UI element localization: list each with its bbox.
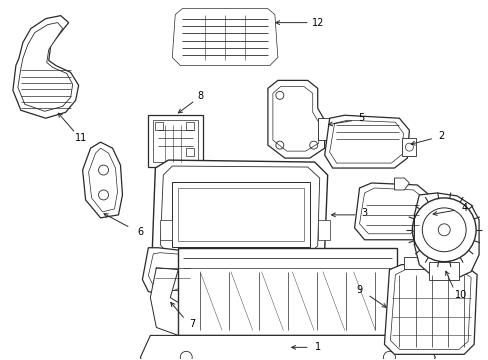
Bar bbox=[422, 202, 433, 222]
Polygon shape bbox=[413, 193, 478, 280]
Bar bbox=[404, 257, 424, 269]
Text: 11: 11 bbox=[74, 133, 86, 143]
Text: 8: 8 bbox=[197, 91, 203, 101]
Text: 3: 3 bbox=[361, 208, 367, 218]
Text: 1: 1 bbox=[314, 342, 320, 352]
Bar bbox=[402, 138, 415, 156]
Polygon shape bbox=[394, 178, 408, 190]
Text: 7: 7 bbox=[189, 319, 195, 329]
Polygon shape bbox=[324, 115, 408, 168]
Polygon shape bbox=[152, 160, 327, 262]
Text: 4: 4 bbox=[460, 203, 466, 213]
Polygon shape bbox=[272, 86, 318, 151]
Polygon shape bbox=[359, 188, 423, 234]
Polygon shape bbox=[88, 148, 117, 212]
Text: 6: 6 bbox=[137, 227, 143, 237]
Bar bbox=[155, 289, 187, 307]
Bar bbox=[178, 248, 397, 336]
Bar bbox=[148, 115, 203, 167]
Bar bbox=[186, 148, 194, 156]
Polygon shape bbox=[148, 253, 191, 291]
Polygon shape bbox=[18, 23, 73, 111]
Polygon shape bbox=[172, 9, 277, 66]
Polygon shape bbox=[13, 15, 79, 118]
Bar bbox=[155, 122, 163, 130]
Polygon shape bbox=[82, 142, 122, 218]
Bar bbox=[317, 220, 329, 240]
Polygon shape bbox=[329, 120, 403, 163]
Text: 5: 5 bbox=[358, 113, 364, 123]
Polygon shape bbox=[384, 265, 476, 354]
Polygon shape bbox=[140, 336, 434, 360]
Text: 9: 9 bbox=[356, 284, 362, 294]
Bar bbox=[172, 182, 309, 247]
Text: 10: 10 bbox=[454, 289, 467, 300]
Bar bbox=[178, 188, 303, 241]
Bar bbox=[160, 220, 172, 240]
Polygon shape bbox=[150, 268, 178, 336]
Bar bbox=[438, 257, 458, 269]
Polygon shape bbox=[142, 248, 198, 298]
Polygon shape bbox=[397, 268, 425, 336]
Text: 12: 12 bbox=[311, 18, 323, 28]
Polygon shape bbox=[389, 270, 470, 349]
Bar bbox=[186, 122, 194, 130]
Bar bbox=[153, 120, 198, 162]
Text: 2: 2 bbox=[437, 131, 444, 141]
Polygon shape bbox=[175, 13, 274, 62]
Polygon shape bbox=[354, 183, 428, 240]
Polygon shape bbox=[160, 166, 319, 256]
Bar bbox=[317, 118, 329, 140]
Polygon shape bbox=[267, 80, 324, 158]
Bar bbox=[428, 262, 458, 280]
